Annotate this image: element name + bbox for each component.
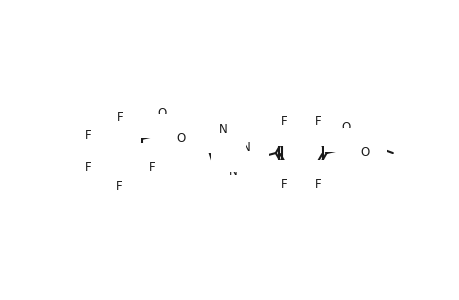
Text: O: O — [157, 107, 166, 120]
Text: N: N — [241, 141, 250, 154]
Text: N: N — [218, 123, 227, 136]
Text: O: O — [341, 121, 350, 134]
Text: F: F — [314, 115, 320, 128]
Text: F: F — [117, 111, 123, 124]
Text: F: F — [281, 178, 287, 191]
Text: F: F — [115, 180, 122, 193]
Text: F: F — [281, 115, 287, 128]
Text: F: F — [314, 178, 320, 191]
Text: O: O — [360, 146, 369, 159]
Text: F: F — [85, 129, 91, 142]
Text: N: N — [229, 165, 237, 178]
Text: F: F — [149, 161, 155, 174]
Text: O: O — [176, 131, 185, 145]
Text: F: F — [85, 161, 91, 174]
